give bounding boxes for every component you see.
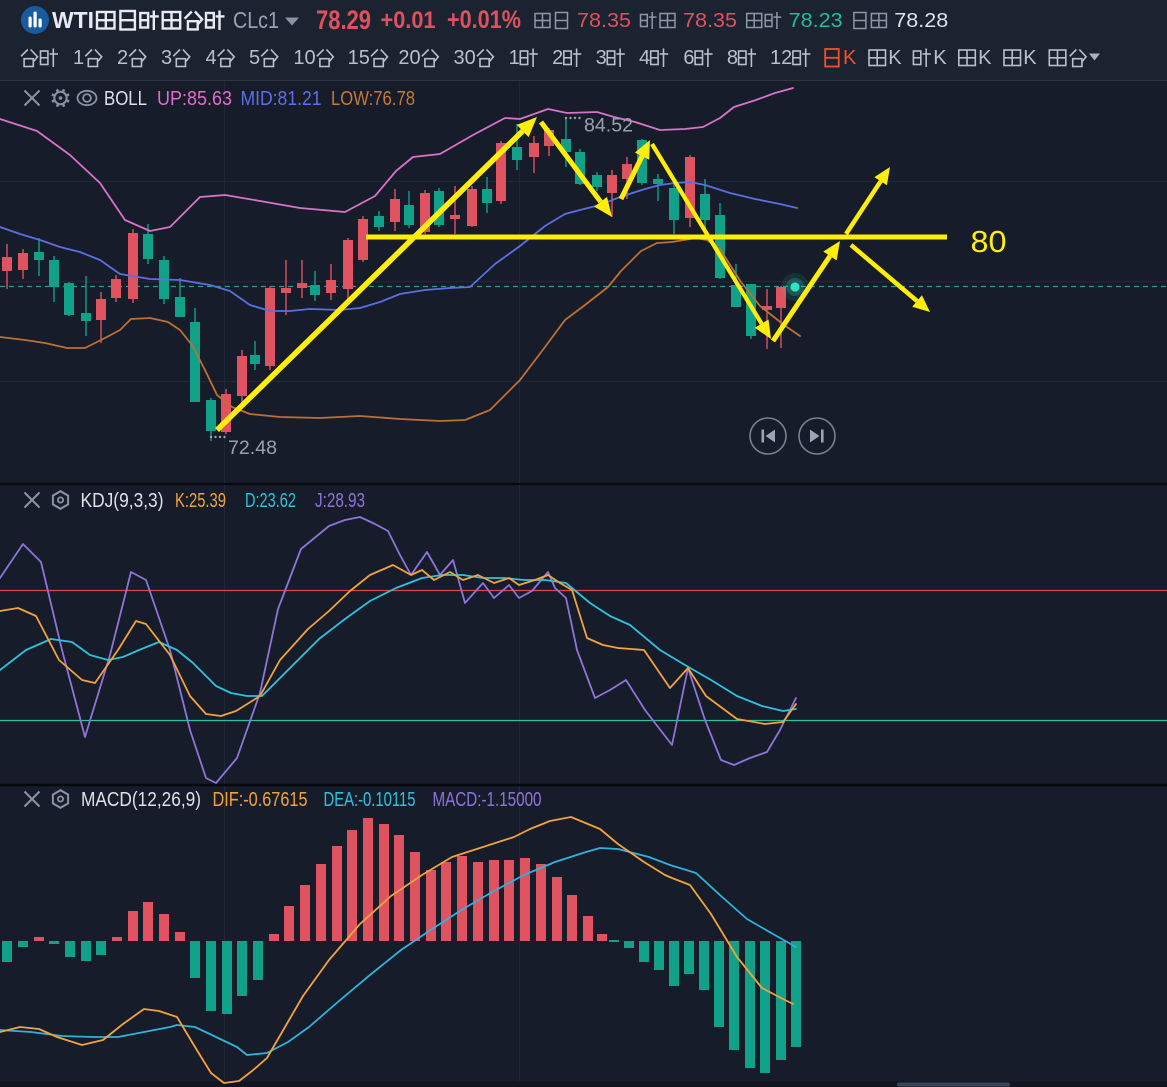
svg-text:8: 8 [727,47,738,69]
svg-text:30: 30 [454,47,476,69]
svg-text:UP:85.63: UP:85.63 [157,88,232,110]
svg-text:78.35: 78.35 [577,10,631,32]
svg-text:78.29: 78.29 [316,5,371,35]
svg-text:DEA:-0.10115: DEA:-0.10115 [324,789,416,811]
svg-text:12: 12 [770,47,792,69]
svg-text:80: 80 [971,224,1007,259]
svg-text:KDJ(9,3,3): KDJ(9,3,3) [81,490,164,512]
svg-text:D:23.62: D:23.62 [245,490,296,512]
svg-text:3: 3 [596,47,607,69]
svg-text:K: K [933,47,947,69]
svg-text:72.48: 72.48 [228,438,277,459]
svg-text:1: 1 [73,47,84,69]
svg-text:78.23: 78.23 [789,10,843,32]
svg-text:2: 2 [552,47,563,69]
svg-text:MID:81.21: MID:81.21 [241,88,322,110]
svg-text:J:28.93: J:28.93 [315,490,365,512]
svg-text:20: 20 [398,47,420,69]
svg-text:10: 10 [293,47,315,69]
svg-text:4: 4 [639,47,650,69]
svg-text:3: 3 [161,47,172,69]
svg-text:CLc1: CLc1 [233,7,279,33]
svg-text:+0.01: +0.01 [381,7,436,34]
svg-text:84.52: 84.52 [584,116,633,137]
svg-text:K: K [978,47,992,69]
svg-text:DIF:-0.67615: DIF:-0.67615 [213,789,308,811]
svg-text:78.28: 78.28 [894,10,948,32]
svg-text:2: 2 [117,47,128,69]
svg-text:K: K [888,47,902,69]
svg-text:5: 5 [249,47,260,69]
svg-text:6: 6 [683,47,694,69]
svg-text:K: K [843,47,857,69]
svg-text:+0.01%: +0.01% [447,6,521,34]
svg-text:K:25.39: K:25.39 [175,490,226,512]
svg-text:15: 15 [348,47,370,69]
svg-text:MACD(12,26,9): MACD(12,26,9) [81,789,201,811]
svg-text:1: 1 [509,47,520,69]
svg-text:BOLL: BOLL [104,88,147,110]
svg-text:MACD:-1.15000: MACD:-1.15000 [433,789,542,811]
svg-text:K: K [1023,47,1037,69]
svg-text:78.35: 78.35 [683,10,737,32]
svg-text:4: 4 [206,47,217,69]
svg-text:LOW:76.78: LOW:76.78 [331,88,415,110]
svg-text:WTI: WTI [52,7,94,33]
